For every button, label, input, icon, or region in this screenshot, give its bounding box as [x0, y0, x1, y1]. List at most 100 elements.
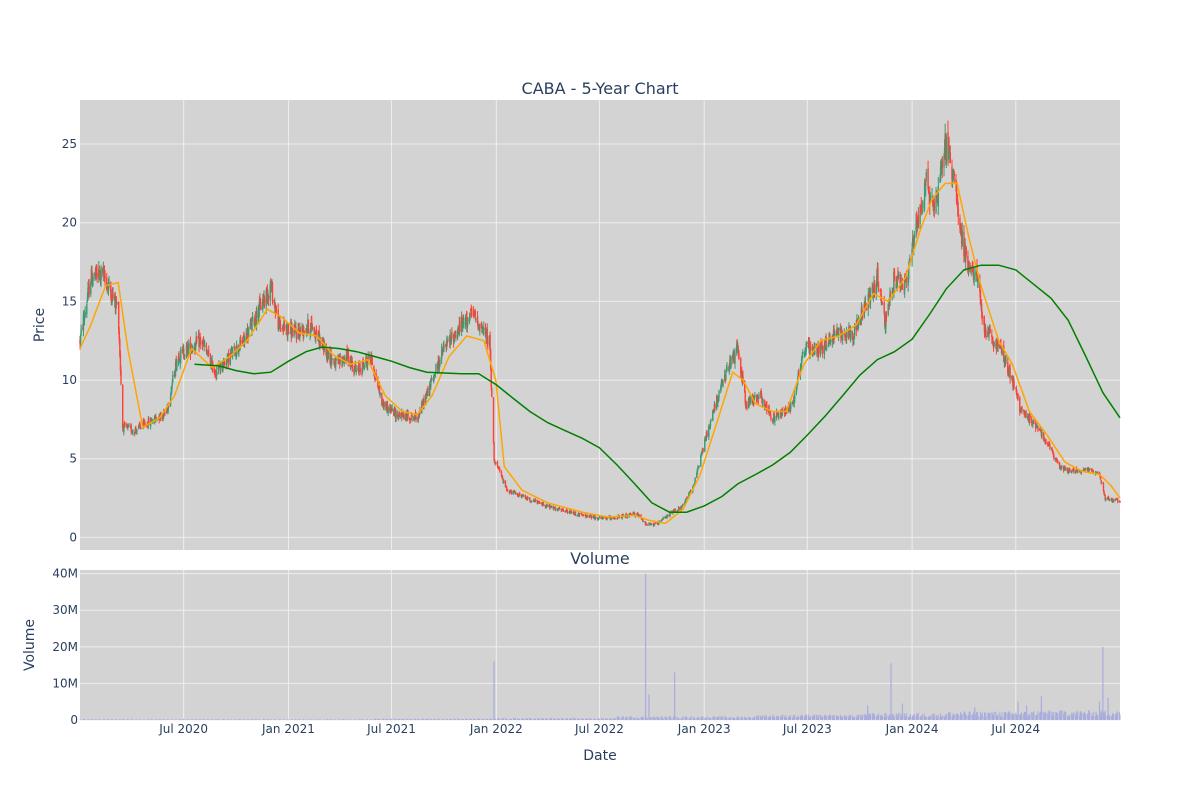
price-plot-area[interactable]: [80, 100, 1120, 550]
volume-bar: [852, 717, 854, 720]
volume-bar: [729, 716, 731, 720]
candle-body: [562, 508, 564, 511]
volume-bar: [229, 719, 231, 720]
volume-bar: [694, 718, 696, 720]
candle-body: [265, 290, 267, 307]
volume-bar: [1060, 710, 1062, 720]
volume-bar: [937, 714, 939, 720]
volume-bar: [486, 719, 488, 720]
volume-bar: [916, 713, 918, 720]
candle-body: [180, 349, 182, 359]
volume-bar: [975, 711, 977, 720]
candle-body: [852, 340, 855, 343]
candle-body: [769, 410, 771, 416]
price-grid: [80, 100, 1120, 550]
volume-bar: [932, 713, 934, 720]
candle-body: [700, 455, 702, 467]
volume-bar: [519, 718, 521, 720]
volume-bar: [1108, 716, 1110, 720]
volume-bar: [824, 715, 826, 720]
volume-bar: [556, 718, 558, 720]
volume-bar: [678, 718, 680, 720]
volume-bar: [964, 712, 966, 720]
candle-body: [421, 401, 424, 403]
candle-body: [126, 424, 128, 428]
volume-bar: [1032, 716, 1034, 720]
candle-body: [741, 370, 743, 381]
volume-bar: [481, 719, 483, 720]
candle-body: [1104, 495, 1106, 500]
candle-body: [493, 442, 495, 460]
candle-body: [189, 341, 192, 355]
volume-bar: [1032, 712, 1034, 720]
candle-body: [879, 289, 881, 292]
volume-bar: [510, 719, 512, 720]
volume-bar: [290, 719, 292, 720]
volume-bar: [394, 719, 396, 720]
volume-bar: [850, 715, 852, 720]
volume-bar: [466, 719, 468, 720]
volume-bar: [606, 719, 608, 720]
volume-bar: [1044, 712, 1046, 720]
volume-bar: [469, 719, 471, 720]
candle-body: [473, 314, 475, 316]
volume-bar: [122, 719, 124, 720]
volume-bar: [465, 718, 467, 720]
volume-bar: [657, 717, 659, 720]
volume-bar: [684, 716, 686, 720]
volume-plot-area[interactable]: [80, 570, 1120, 720]
candle-body: [259, 299, 261, 303]
candle-body: [204, 344, 206, 347]
candle-body: [226, 358, 228, 365]
volume-bar: [383, 718, 385, 720]
volume-bar: [592, 719, 594, 720]
volume-bar: [720, 716, 722, 720]
volume-bar: [393, 719, 395, 720]
candle-body: [893, 269, 896, 282]
candle-body: [206, 354, 209, 356]
candle-body: [385, 402, 387, 408]
candle-body: [394, 409, 396, 412]
volume-bar: [84, 719, 86, 720]
volume-bar: [268, 719, 270, 720]
volume-bar: [353, 719, 355, 720]
candle-body: [259, 302, 262, 310]
candle-body: [214, 372, 217, 375]
candle-body: [438, 360, 440, 366]
volume-bar: [865, 714, 867, 720]
volume-bar: [817, 717, 819, 720]
volume-bar: [781, 717, 783, 720]
candle-body: [82, 316, 85, 331]
candle-body: [725, 373, 727, 381]
candle-body: [479, 324, 481, 332]
candle-body: [144, 422, 146, 426]
candle-body: [836, 329, 839, 333]
volume-bar: [402, 719, 404, 720]
volume-bar: [593, 718, 595, 720]
volume-y-tick-label: 40M: [52, 567, 78, 581]
volume-bar: [350, 719, 352, 720]
candle-body: [258, 300, 261, 311]
volume-spike-bar: [493, 661, 495, 720]
candle-body: [1114, 499, 1117, 501]
volume-bar: [1114, 714, 1116, 720]
volume-bar: [522, 718, 524, 720]
volume-bar: [1036, 714, 1038, 720]
volume-bar: [816, 715, 818, 720]
candle-body: [297, 328, 299, 340]
volume-bar: [684, 718, 686, 720]
volume-bar: [107, 719, 109, 720]
candle-body: [84, 312, 86, 317]
volume-bar: [649, 718, 651, 720]
volume-bar: [903, 713, 905, 720]
candle-body: [429, 384, 431, 396]
candle-body: [501, 476, 503, 478]
volume-bar: [773, 714, 775, 720]
candle-body: [795, 387, 798, 393]
volume-bar: [705, 718, 707, 720]
volume-bar: [243, 719, 245, 720]
candle-body: [758, 394, 760, 399]
volume-bar: [987, 712, 989, 720]
volume-bar: [941, 715, 943, 720]
volume-bar: [917, 713, 919, 720]
